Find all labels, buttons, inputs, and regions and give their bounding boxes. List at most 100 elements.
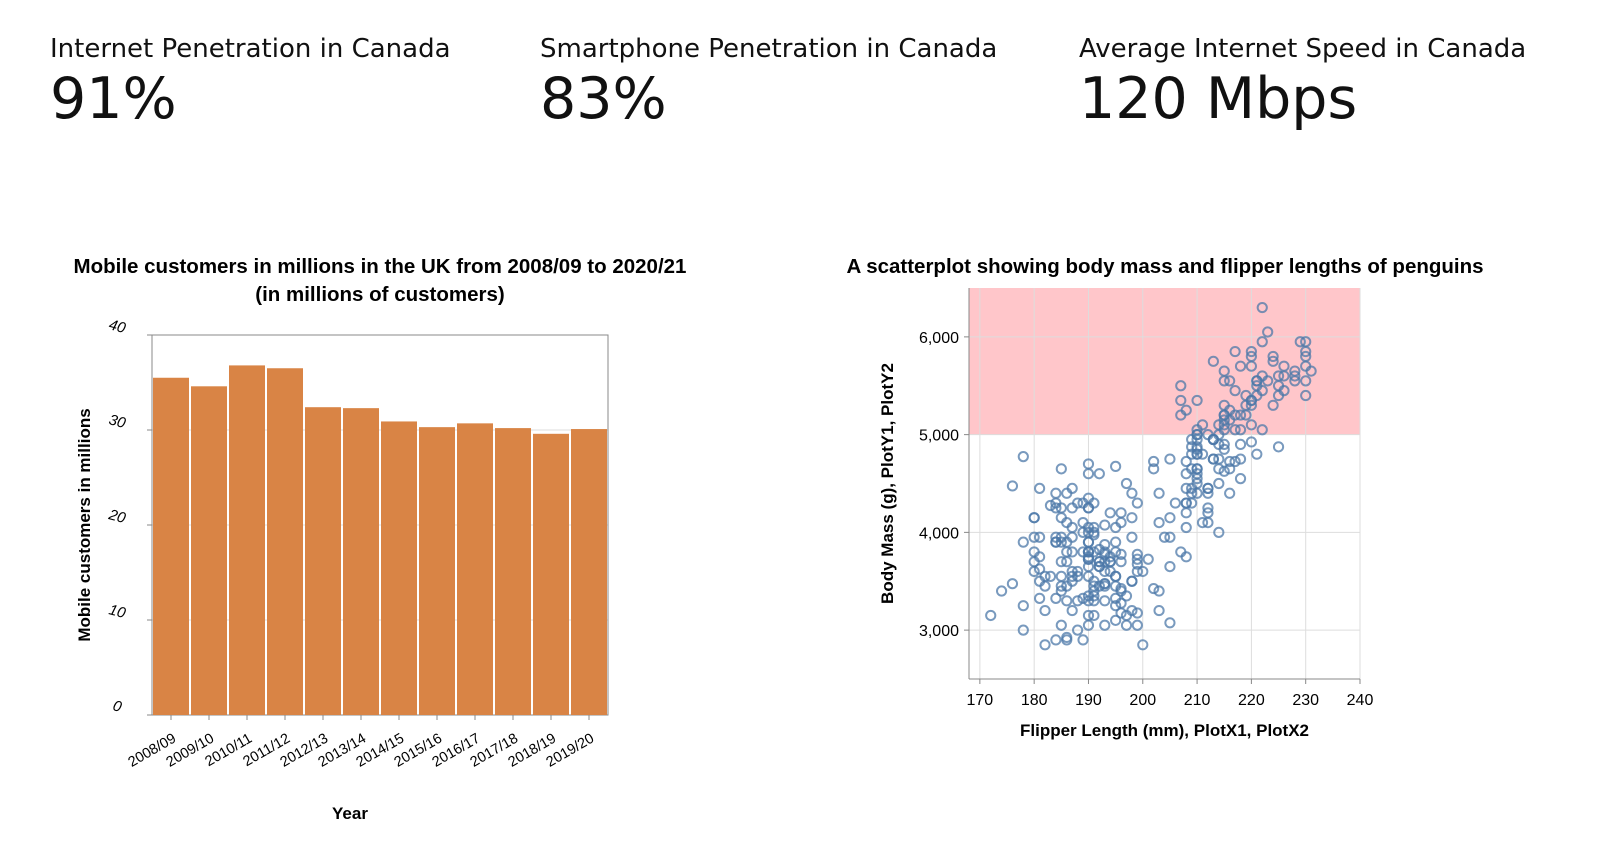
- scatter-point: [1300, 350, 1312, 363]
- scatter-point: [1082, 595, 1095, 607]
- scatter-point: [1278, 360, 1290, 372]
- scatter-point: [1175, 546, 1187, 558]
- scatter-point: [1224, 375, 1236, 387]
- scatter-point: [1256, 424, 1268, 436]
- scatter-point: [1066, 502, 1078, 514]
- bar: [457, 423, 493, 715]
- scatter-point: [1120, 619, 1133, 631]
- kpi-value: 83%: [540, 66, 667, 132]
- scatter-point: [1153, 487, 1165, 499]
- scatter-point: [1180, 468, 1192, 480]
- scatter-point: [1033, 482, 1046, 494]
- scatter-point: [1126, 512, 1138, 524]
- scatter-x-tick-label: 240: [1347, 692, 1374, 709]
- scatter-point: [1191, 448, 1203, 460]
- scatter-point: [1028, 512, 1040, 524]
- scatter-x-tick-label: 180: [1021, 692, 1048, 709]
- bar: [305, 407, 341, 715]
- bar: [153, 377, 189, 715]
- scatter-point: [1055, 502, 1067, 514]
- scatter-point: [1180, 482, 1192, 494]
- kpi-label: Average Internet Speed in Canada: [1079, 34, 1527, 64]
- scatter-point: [1088, 529, 1100, 541]
- scatter-point: [1224, 463, 1236, 475]
- bar: [381, 421, 417, 715]
- kpi-smartphone-penetration: Smartphone Penetration in Canada 83%: [540, 32, 997, 132]
- scatter-point: [1251, 375, 1263, 387]
- scatter-point: [1191, 394, 1203, 407]
- scatter-point: [1099, 595, 1111, 607]
- bar-x-axis-label: Year: [332, 804, 368, 823]
- scatter-point: [1278, 385, 1290, 397]
- scatter-point: [1224, 404, 1236, 416]
- scatter-point: [1110, 614, 1122, 626]
- scatter-point: [1272, 370, 1285, 382]
- scatter-point: [1131, 565, 1143, 578]
- kpi-internet-speed: Average Internet Speed in Canada 120 Mbp…: [1079, 32, 1526, 132]
- scatter-x-tick-label: 190: [1075, 692, 1102, 709]
- scatter-point: [1088, 609, 1100, 622]
- scatter-point: [1082, 458, 1095, 470]
- scatter-point: [1229, 385, 1241, 397]
- bar-y-tick-label: 30: [107, 411, 128, 432]
- scatter-point: [1229, 345, 1241, 358]
- scatter-point: [1240, 389, 1252, 402]
- scatter-point: [1039, 639, 1051, 651]
- scatter-point: [1213, 429, 1225, 441]
- bar: [495, 428, 531, 715]
- scatter-point: [1175, 380, 1187, 392]
- scatter-point: [1267, 355, 1279, 367]
- scatter-point: [1088, 521, 1100, 534]
- bar-chart: 0102030402008/092009/102010/112011/12201…: [75, 316, 609, 823]
- scatter-point: [1164, 617, 1176, 629]
- scatter-point: [1300, 345, 1312, 358]
- scatter-point: [1039, 580, 1051, 592]
- scatter-point: [1234, 424, 1247, 436]
- scatter-point: [1153, 604, 1165, 617]
- bar-y-axis-label: Mobile customers in millions: [75, 408, 94, 641]
- scatter-point: [1050, 502, 1062, 514]
- scatter-x-tick-label: 200: [1129, 692, 1156, 709]
- scatter-point: [1110, 600, 1122, 612]
- scatter-point: [1164, 453, 1176, 465]
- scatter-point: [1110, 460, 1122, 472]
- scatter-point: [1256, 336, 1268, 348]
- scatter-point: [1077, 592, 1089, 604]
- scatter-point: [1180, 521, 1192, 534]
- scatter-point: [1066, 521, 1078, 534]
- bar-y-tick-label: 10: [107, 601, 128, 622]
- scatter-point: [1115, 556, 1127, 568]
- scatter-point: [1186, 441, 1198, 453]
- bar-chart-subtitle: (in millions of customers): [255, 283, 505, 306]
- scatter-point: [1164, 560, 1176, 573]
- scatter-point: [1218, 438, 1230, 450]
- scatter-point: [1088, 580, 1100, 592]
- scatter-point: [1077, 526, 1089, 538]
- scatter-point: [1044, 570, 1057, 582]
- scatter-point: [1093, 580, 1105, 592]
- scatter-point: [1234, 409, 1247, 421]
- scatter-point: [1050, 536, 1062, 548]
- scatter-point: [1104, 507, 1116, 519]
- kpi-value: 91%: [50, 66, 177, 132]
- scatter-point: [1164, 531, 1176, 543]
- scatter-point: [1262, 375, 1274, 387]
- scatter-point: [1142, 553, 1154, 565]
- scatter-point: [1164, 512, 1176, 524]
- scatter-point: [1153, 517, 1165, 529]
- scatter-point: [985, 609, 997, 622]
- scatter-point: [1110, 536, 1122, 548]
- scatter-x-tick-label: 220: [1238, 692, 1265, 709]
- scatter-point: [1033, 531, 1046, 543]
- scatter-point: [1115, 585, 1127, 597]
- bar: [571, 429, 607, 715]
- scatter-point: [1180, 404, 1192, 416]
- scatter-point: [1131, 497, 1143, 509]
- scatter-point: [1050, 592, 1062, 604]
- scatter-point: [1039, 604, 1051, 617]
- bar: [229, 365, 265, 715]
- scatter-point: [1251, 389, 1263, 402]
- bar: [419, 427, 455, 715]
- scatter-point: [1033, 563, 1046, 575]
